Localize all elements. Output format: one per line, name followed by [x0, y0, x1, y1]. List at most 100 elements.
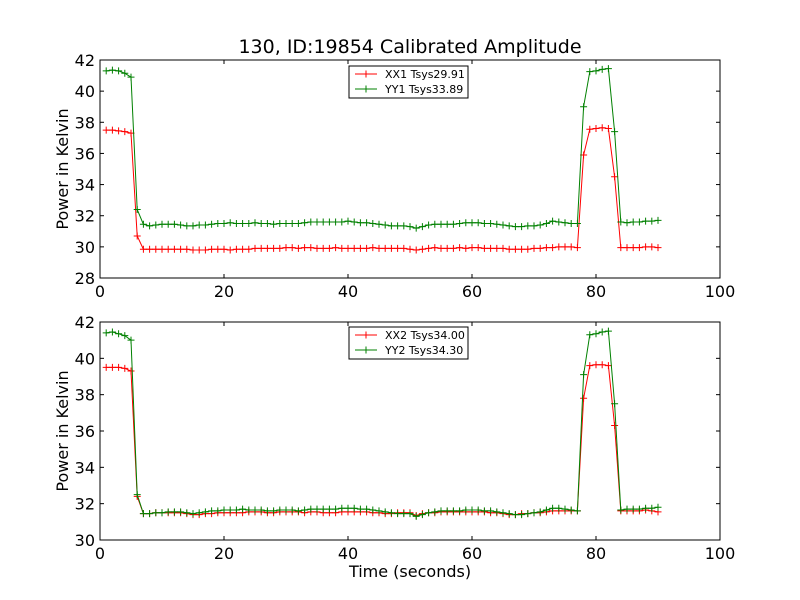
legend-marker	[362, 85, 370, 93]
data-point	[462, 506, 470, 514]
subplot-1: 130, ID:19854 Calibrated Amplitude 0 20 40 6…	[53, 36, 735, 301]
data-point	[437, 244, 445, 252]
data-point	[195, 221, 203, 229]
data-point	[356, 219, 364, 227]
data-point	[115, 330, 123, 338]
data-point	[406, 245, 414, 253]
data-point	[418, 245, 426, 253]
data-point	[332, 505, 340, 513]
data-point	[549, 244, 557, 252]
data-point	[232, 245, 240, 253]
data-point	[524, 222, 532, 230]
data-point	[344, 244, 352, 252]
data-point	[146, 222, 154, 230]
data-point	[208, 220, 216, 228]
data-point	[369, 244, 377, 252]
data-point	[654, 503, 662, 511]
data-point	[449, 220, 457, 228]
data-point	[139, 510, 147, 518]
y-tick-label: 36	[75, 144, 95, 163]
data-point	[232, 220, 240, 227]
data-point	[443, 244, 451, 252]
x-tick-label: 100	[705, 544, 736, 563]
data-point	[294, 220, 302, 227]
y-tick-label: 40	[75, 349, 95, 368]
data-point	[542, 244, 550, 252]
data-point	[325, 244, 333, 252]
data-point	[604, 362, 612, 370]
data-point	[282, 506, 290, 514]
data-point	[387, 244, 395, 252]
data-point	[431, 220, 439, 228]
data-point	[449, 244, 457, 252]
data-point	[623, 244, 631, 252]
data-point	[580, 394, 588, 402]
data-point	[108, 328, 116, 336]
data-point	[487, 507, 495, 515]
data-point	[319, 505, 327, 513]
data-point	[511, 223, 519, 231]
data-point	[561, 505, 569, 513]
data-point	[449, 507, 457, 515]
data-point	[183, 245, 191, 253]
data-point	[573, 507, 581, 515]
data-point	[294, 507, 302, 515]
data-point	[505, 510, 513, 518]
data-point	[121, 128, 129, 136]
data-point	[561, 219, 569, 227]
data-point	[239, 505, 247, 513]
data-point	[350, 504, 358, 512]
data-point	[580, 103, 588, 111]
data-point	[394, 222, 402, 230]
data-point	[363, 219, 371, 227]
data-point	[518, 245, 526, 253]
data-point	[164, 220, 172, 228]
data-point	[301, 219, 309, 227]
data-point	[623, 219, 631, 227]
y-tick-label: 30	[75, 531, 95, 550]
data-point	[604, 327, 612, 335]
data-point	[487, 220, 495, 227]
y-tick-label: 32	[75, 207, 95, 226]
data-point	[214, 245, 222, 253]
data-point	[158, 245, 166, 253]
data-point	[133, 205, 141, 213]
data-point	[406, 223, 414, 231]
data-point	[307, 505, 315, 513]
data-point	[350, 218, 358, 226]
data-point	[425, 509, 433, 517]
y-tick-label: 36	[75, 422, 95, 441]
data-point	[406, 510, 414, 518]
data-point	[518, 223, 526, 231]
y-tick-label: 42	[75, 51, 95, 70]
data-point	[313, 244, 321, 252]
data-point	[307, 244, 315, 252]
data-point	[468, 244, 476, 252]
x-tick-label: 80	[586, 282, 606, 301]
data-point	[301, 244, 309, 252]
data-point	[245, 245, 253, 253]
data-point	[524, 510, 532, 518]
data-point	[542, 506, 550, 514]
data-point	[164, 245, 172, 253]
x-tick-label: 20	[214, 544, 234, 563]
data-point	[220, 245, 228, 253]
data-point	[511, 245, 519, 253]
data-point	[642, 243, 650, 251]
data-point	[350, 244, 358, 252]
data-point	[642, 217, 650, 225]
data-point	[598, 361, 606, 369]
data-point	[226, 506, 234, 514]
data-point	[567, 506, 575, 514]
data-point	[127, 73, 135, 81]
y-axis-label: Power in Kelvin	[53, 108, 72, 229]
data-point	[201, 508, 209, 516]
data-point	[611, 128, 619, 136]
data-point	[220, 506, 228, 514]
data-point	[617, 244, 625, 252]
data-point	[480, 244, 488, 252]
data-point	[127, 336, 135, 344]
data-point	[170, 245, 178, 253]
data-point	[592, 361, 600, 369]
